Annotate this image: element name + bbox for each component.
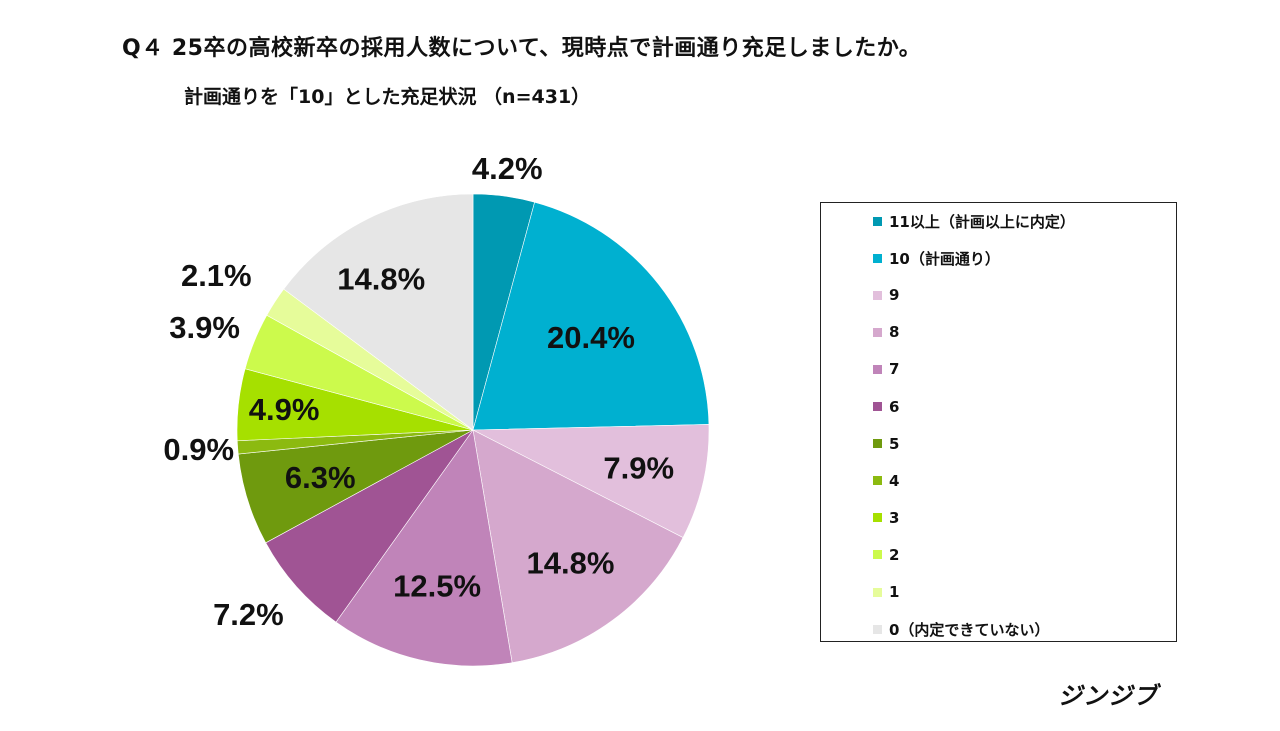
slice-data-label: 2.1% — [181, 258, 252, 293]
slice-data-label: 4.2% — [472, 151, 543, 186]
slice-data-label: 4.9% — [249, 392, 320, 427]
legend-label: 8 — [889, 323, 900, 342]
legend-swatch — [873, 402, 882, 411]
slice-data-label: 6.3% — [285, 460, 356, 495]
legend-label: 4 — [889, 471, 900, 490]
legend-swatch — [873, 327, 882, 337]
legend-swatch — [873, 364, 882, 374]
legend-item: 3 — [873, 508, 899, 528]
slice-data-label: 0.9% — [163, 432, 234, 467]
legend-item: 4 — [873, 471, 899, 491]
legend-label: 11以上（計画以上に内定） — [889, 212, 1075, 231]
legend-label: 10（計画通り） — [889, 249, 1000, 268]
legend-label: 6 — [889, 397, 900, 416]
legend-item: 6 — [873, 397, 899, 417]
legend-swatch — [873, 550, 882, 560]
slice-data-label: 3.9% — [169, 310, 240, 345]
pie-slice — [472, 201, 710, 431]
legend-item: 5 — [873, 434, 899, 454]
legend-swatch — [873, 624, 882, 634]
chart-subtitle: 計画通りを「10」とした充足状況 （n=431） — [184, 86, 591, 108]
legend-swatch — [873, 216, 882, 226]
chart-title: Q４ 25卒の高校新卒の採用人数について、現時点で計画通り充足しましたか。 — [122, 36, 922, 61]
legend-swatch — [873, 253, 882, 263]
slice-data-label: 7.9% — [603, 450, 674, 485]
legend-swatch — [873, 290, 882, 300]
chart-legend: 11以上（計画以上に内定） 10（計画通り） 9 8 7 6 5 4 3 2 1 0（内定できていない… — [820, 202, 1177, 642]
legend-item: 1 — [873, 582, 899, 602]
slice-data-label: 14.8% — [337, 262, 425, 297]
legend-label: 7 — [889, 360, 900, 379]
legend-item: 11以上（計画以上に内定） — [873, 211, 1075, 231]
legend-item: 9 — [873, 285, 899, 305]
legend-swatch — [873, 439, 882, 449]
legend-swatch — [873, 587, 882, 597]
legend-label: 1 — [889, 583, 900, 601]
slice-data-label: 14.8% — [527, 546, 615, 581]
legend-item: 0（内定できていない） — [873, 619, 1049, 639]
pie-slice — [265, 429, 474, 623]
slice-data-label: 7.2% — [213, 597, 284, 632]
pie-slice — [472, 429, 684, 664]
pie-slice — [283, 193, 474, 431]
legend-label: 5 — [889, 434, 900, 453]
legend-label: 3 — [889, 508, 900, 527]
slice-data-label: 20.4% — [547, 320, 635, 355]
legend-item: 10（計画通り） — [873, 248, 1000, 268]
brand-logo: ジンジブ — [1058, 682, 1158, 710]
legend-label: 0（内定できていない） — [889, 620, 1050, 639]
legend-item: 7 — [873, 359, 899, 379]
legend-label: 9 — [889, 286, 900, 305]
legend-swatch — [873, 476, 882, 486]
legend-label: 2 — [889, 545, 900, 564]
legend-swatch — [873, 513, 882, 523]
legend-item: 2 — [873, 545, 899, 565]
pie-slice — [335, 429, 513, 667]
pie-slice — [472, 424, 710, 538]
legend-item: 8 — [873, 322, 899, 342]
slice-data-label: 12.5% — [393, 568, 481, 603]
